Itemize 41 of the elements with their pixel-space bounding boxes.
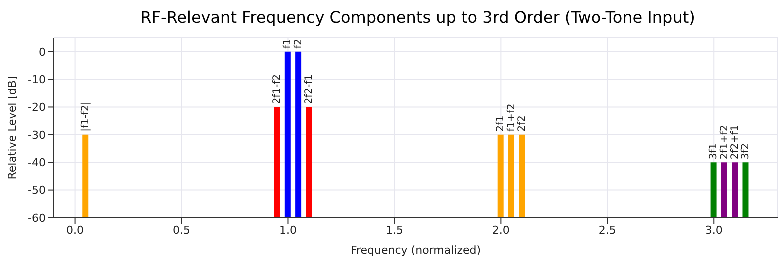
annotation: f1+f2 xyxy=(506,104,518,132)
chart-title: RF-Relevant Frequency Components up to 3rd Order (Two-Tone Input) xyxy=(140,8,696,29)
x-axis-title: Frequency (normalized) xyxy=(350,244,482,257)
annotation: 2f1 xyxy=(496,116,507,132)
y-axis-title: Relative Level [dB] xyxy=(6,76,19,180)
bar xyxy=(508,134,514,218)
bar xyxy=(82,134,89,218)
annotation: 3f2 xyxy=(740,143,752,160)
bar xyxy=(306,107,312,218)
x-tick-label: 1.5 xyxy=(386,224,404,237)
x-tick-label: 1.0 xyxy=(279,224,297,237)
y-tick-label: 0 xyxy=(39,46,46,59)
x-tick-label: 0.0 xyxy=(66,224,84,237)
y-tick-label: -30 xyxy=(28,128,46,142)
bar xyxy=(721,162,728,218)
annotation: 2f2-f1 xyxy=(304,74,316,104)
y-tick-label: -40 xyxy=(28,156,46,170)
annotation: 2f2 xyxy=(516,116,528,132)
y-tick-label: -10 xyxy=(28,73,46,86)
bar xyxy=(498,134,504,218)
x-tick-label: 2.0 xyxy=(492,224,510,237)
y-tick-label: -60 xyxy=(28,212,46,225)
bar xyxy=(296,52,302,218)
x-tick-label: 0.5 xyxy=(173,224,191,237)
annotation: 2f1+f2 xyxy=(719,125,730,160)
annotation: |f1-f2| xyxy=(80,102,92,132)
bar xyxy=(519,134,526,218)
bar xyxy=(274,107,280,218)
bar xyxy=(284,52,291,218)
annotation: 2f2+f1 xyxy=(730,125,741,160)
x-tick-label: 3.0 xyxy=(705,224,723,237)
bar xyxy=(732,162,738,218)
annotation: f2 xyxy=(293,38,304,49)
y-tick-label: -20 xyxy=(28,101,46,114)
y-tick-label: -50 xyxy=(28,184,46,198)
annotation: 2f1-f2 xyxy=(272,74,284,104)
annotation: 3f1 xyxy=(708,143,720,160)
annotation: f1 xyxy=(282,38,294,49)
bar xyxy=(710,162,717,218)
x-tick-label: 2.5 xyxy=(598,224,616,237)
bar xyxy=(742,162,749,218)
